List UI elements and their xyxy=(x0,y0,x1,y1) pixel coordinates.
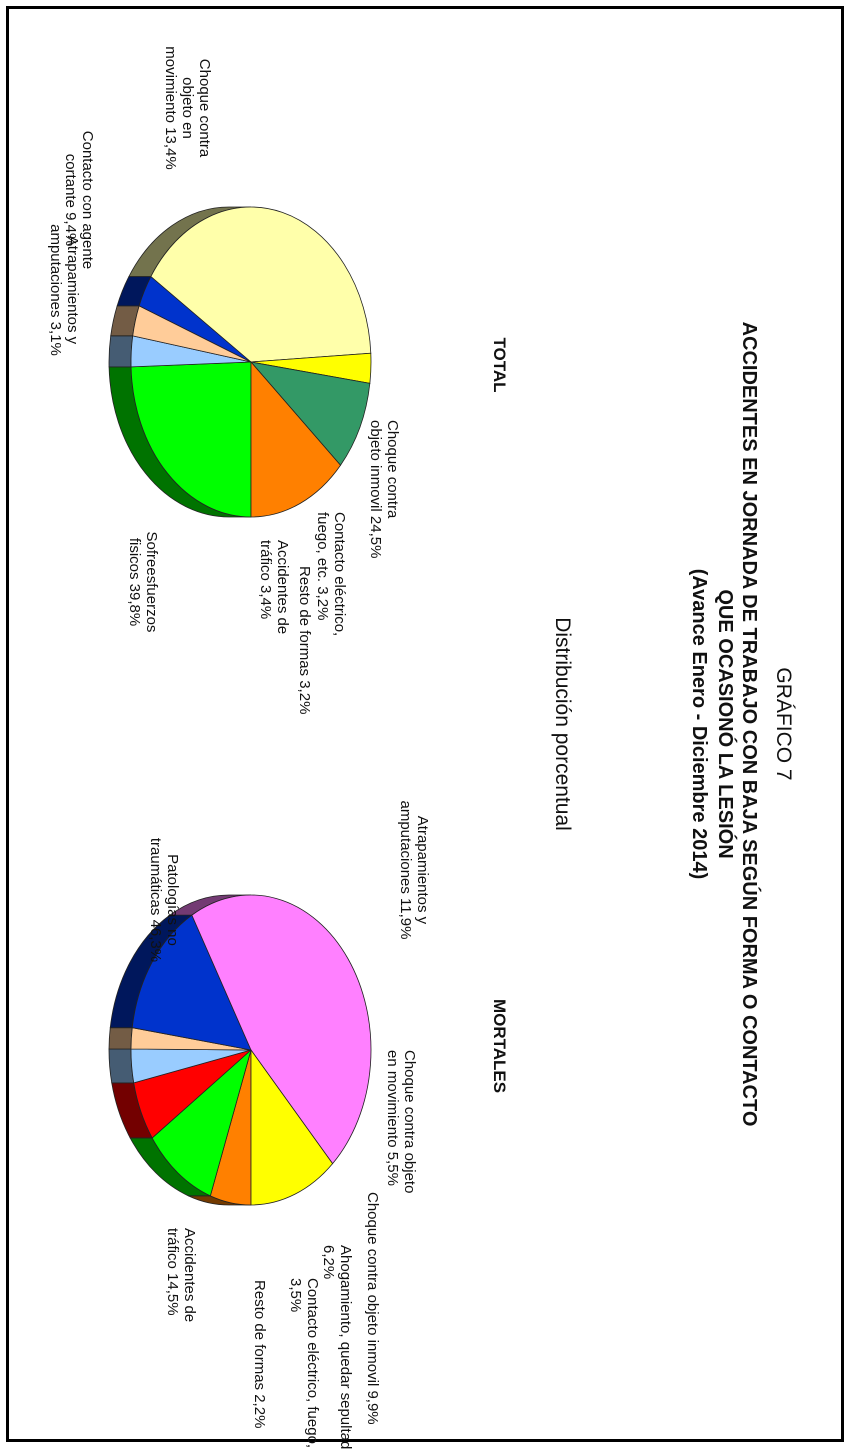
pie-slice xyxy=(250,1048,334,1206)
pie-slice xyxy=(150,206,372,363)
pie-slice xyxy=(250,360,342,518)
pie-slice-label: Accidentes detráfico 3,4% xyxy=(257,540,291,634)
pie-slice-side xyxy=(108,1027,133,1050)
pie-slice-label: Patologías notraumáticas 46,3% xyxy=(147,838,181,962)
pie-total-title: TOTAL xyxy=(490,337,509,392)
pie-slice-label: Choque contraobjeto enmovimiento 13,4% xyxy=(162,46,213,169)
pie-slice-label: Atrapamientos yamputaciones 3,1% xyxy=(47,224,81,356)
graphic-number: GRÁFICO 7 xyxy=(772,667,795,780)
pie-slice-label: Atrapamientos yamputaciones 11,9% xyxy=(397,801,431,940)
chart-subtitle: Distribución porcentual xyxy=(551,617,574,831)
pie-slice-side xyxy=(108,335,134,368)
frame-gap xyxy=(547,0,553,6)
pie-slice-label: Resto de formas 2,2% xyxy=(251,1280,268,1428)
chart-title-line1: ACCIDENTES EN JORNADA DE TRABAJO CON BAJ… xyxy=(738,322,762,1127)
pie-slice-label: Choque contra objeto inmovil 9,9% xyxy=(364,1192,381,1425)
pie-slice-label: Contacto eléctrico,fuego, etc. 3,2% xyxy=(314,512,348,636)
pie-mortales: Choque contra objetoen movimiento 5,5%Ch… xyxy=(108,801,431,1449)
pie-slice xyxy=(130,361,252,518)
pie-slice-label: Resto de formas 3,2% xyxy=(296,566,313,714)
pie-slice xyxy=(131,914,252,1051)
pie-slice xyxy=(151,1048,252,1197)
pie-slice-label: Sofreesfuerzosfisicos 39,8% xyxy=(126,532,160,633)
pie-slice-label: Ahogamiento, quedar sepultado6,2% xyxy=(320,1245,354,1449)
pie-slice-label: Accidentes detráfico 14,5% xyxy=(164,1228,198,1322)
pie-slice-label: Choque contra objetoen movimiento 5,5% xyxy=(384,1050,418,1193)
pie-mortales-title: MORTALES xyxy=(490,999,509,1093)
chart-title-line3: (Avance Enero - Diciembre 2014) xyxy=(688,569,710,880)
pie-total: Choque contraobjeto inmovil 24,5% Contact… xyxy=(47,46,401,714)
pie-slice xyxy=(249,361,371,466)
pie-slice-label: Contacto con agentecortante 9,4% xyxy=(62,131,96,269)
chart-title-line2: QUE OCASIONÓ LA LESIÓN xyxy=(714,589,738,858)
pie-slice-side xyxy=(108,1048,135,1084)
pie-slice-label: Choque contraobjeto inmovil 24,5% xyxy=(367,420,401,558)
page-frame xyxy=(6,6,844,1442)
pie-slice-label: Contacto eléctrico, fuego, etc.3,5% xyxy=(287,1278,321,1449)
pie-slice xyxy=(191,894,372,1165)
